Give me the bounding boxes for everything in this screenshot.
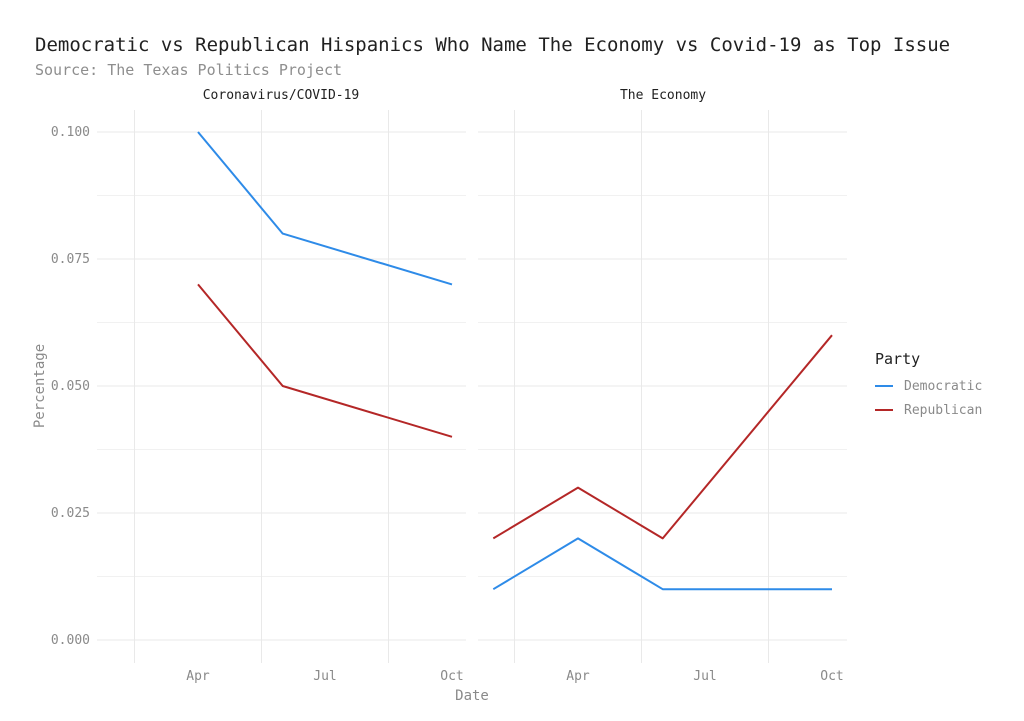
line-series-democratic-facet-0 bbox=[197, 131, 453, 286]
y-tick-label: 0.025 bbox=[50, 505, 90, 521]
chart-subtitle: Source: The Texas Politics Project bbox=[35, 61, 343, 79]
legend-line-swatch bbox=[875, 385, 893, 387]
line-series-democratic-facet-1 bbox=[492, 537, 832, 591]
y-tick-label: 0.000 bbox=[50, 632, 90, 648]
x-tick-label: Jul bbox=[693, 669, 717, 684]
x-tick-label: Oct bbox=[820, 669, 844, 684]
facet-label-economy: The Economy bbox=[619, 88, 707, 103]
legend-item-republican: Republican bbox=[875, 401, 1020, 419]
x-tick-label: Apr bbox=[186, 669, 210, 684]
legend-item-label: Democratic bbox=[904, 378, 983, 394]
y-axis-title: Percentage bbox=[32, 343, 48, 429]
facet-label-coronavirus: Coronavirus/COVID-19 bbox=[202, 88, 360, 103]
legend-item-democratic: Democratic bbox=[875, 377, 1020, 395]
legend-item-label: Republican bbox=[904, 402, 983, 418]
x-tick-label: Apr bbox=[566, 669, 590, 684]
x-tick-label: Oct bbox=[440, 669, 464, 684]
x-axis-title: Date bbox=[455, 688, 489, 704]
legend: Party Democratic Republican bbox=[875, 350, 1020, 419]
legend-line-swatch bbox=[875, 409, 893, 411]
legend-title: Party bbox=[875, 350, 921, 368]
line-series-republican-facet-0 bbox=[197, 283, 453, 438]
y-tick-label: 0.100 bbox=[50, 124, 90, 140]
y-tick-label: 0.075 bbox=[50, 251, 90, 267]
chart-title: Democratic vs Republican Hispanics Who N… bbox=[35, 34, 951, 56]
x-tick-label: Jul bbox=[313, 669, 337, 684]
legend-items: Democratic Republican bbox=[875, 377, 1020, 419]
line-series-republican-facet-1 bbox=[492, 334, 833, 540]
y-tick-label: 0.050 bbox=[50, 378, 90, 394]
